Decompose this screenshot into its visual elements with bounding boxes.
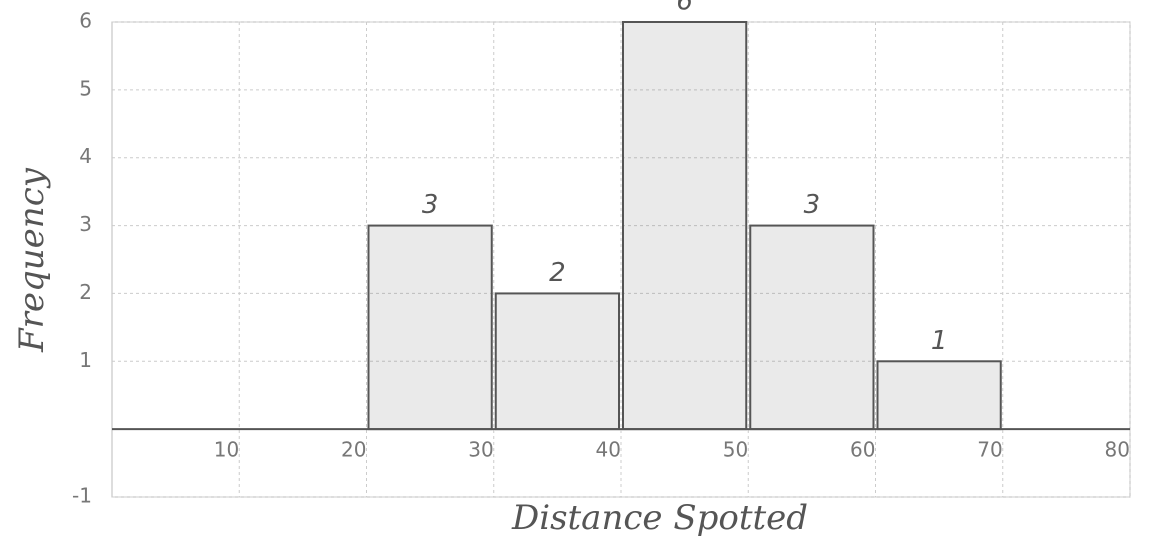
x-tick-label: 20 <box>341 438 366 462</box>
y-tick-label: 6 <box>79 9 92 33</box>
y-tick-label: 1 <box>79 348 92 372</box>
y-tick-label: 3 <box>79 212 92 236</box>
y-axis-title: Frequency <box>12 167 52 353</box>
x-tick-label: 80 <box>1105 438 1130 462</box>
bar <box>369 226 492 430</box>
bar-value-label: 3 <box>422 190 439 220</box>
y-tick-label: -1 <box>72 484 92 508</box>
x-tick-label: 40 <box>596 438 621 462</box>
x-axis-title: Distance Spotted <box>511 498 808 538</box>
chart: Distance Spotted Frequency -1 1 2 3 4 5 6 10 20 3… <box>0 0 1152 546</box>
bar <box>878 361 1001 429</box>
bar-value-label: 3 <box>804 190 821 220</box>
y-tick-label: 5 <box>79 76 92 100</box>
bar-value-label: 6 <box>676 0 693 17</box>
x-tick-label: 50 <box>723 438 748 462</box>
x-tick-label: 60 <box>850 438 875 462</box>
y-tick-label: 4 <box>79 144 92 168</box>
x-tick-label: 10 <box>214 438 239 462</box>
y-tick-label: 2 <box>79 280 92 304</box>
x-tick-label: 30 <box>468 438 493 462</box>
bar-value-label: 1 <box>931 326 948 356</box>
bar <box>750 226 873 430</box>
bar <box>623 22 746 429</box>
x-tick-label: 70 <box>977 438 1002 462</box>
bar-value-label: 2 <box>549 258 566 288</box>
bar <box>496 293 619 429</box>
